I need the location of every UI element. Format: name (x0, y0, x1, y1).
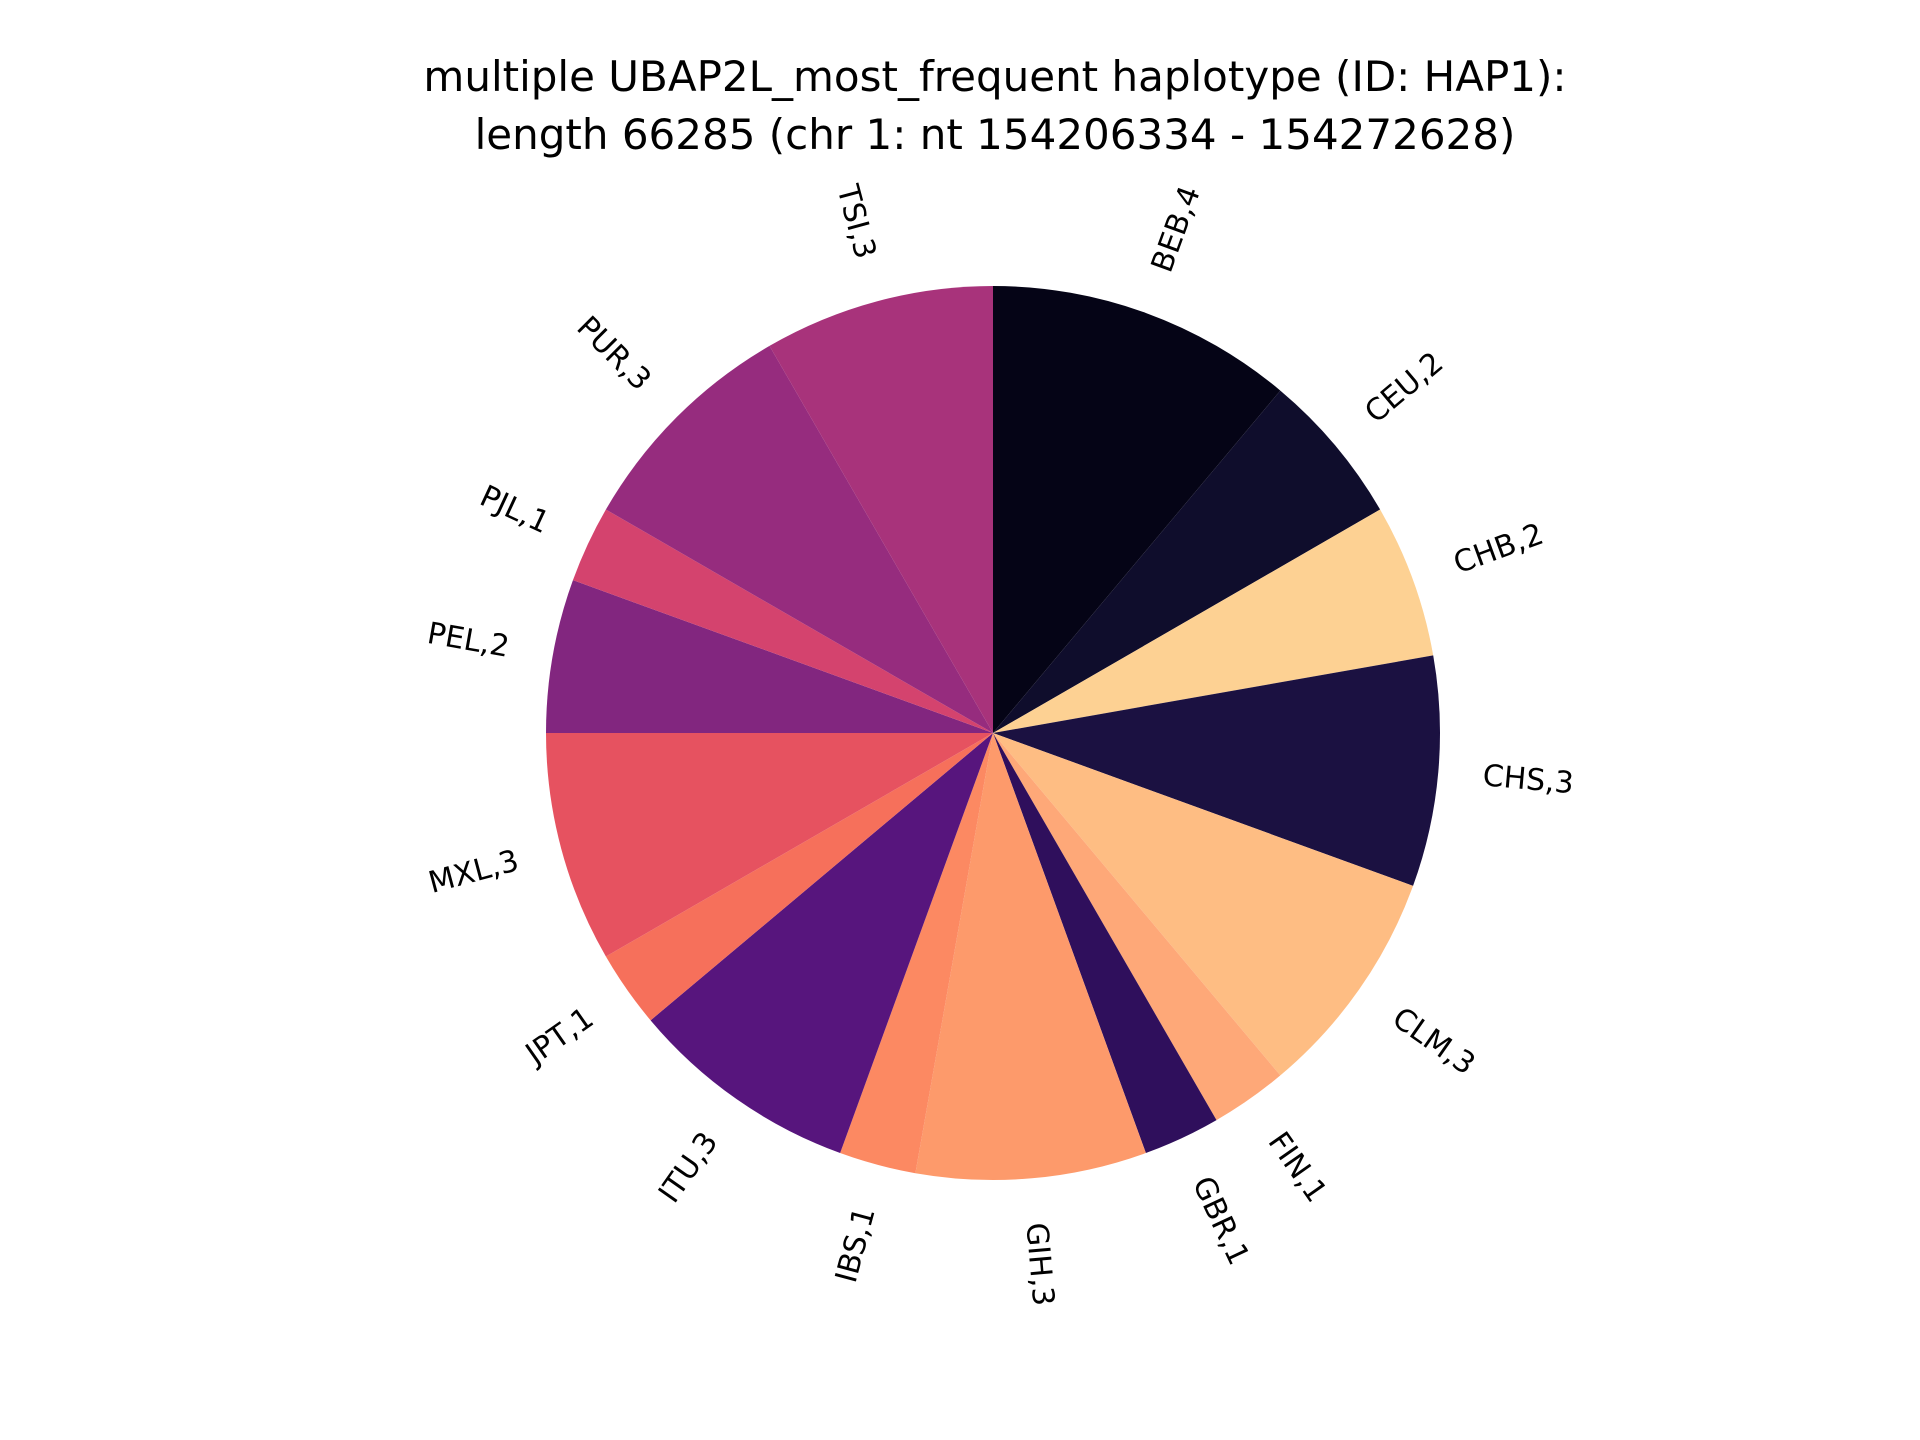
pie-label-ibs: IBS,1 (829, 1203, 883, 1286)
pie-label-gih: GIH,3 (1018, 1221, 1060, 1307)
pie-slice-ceu (993, 390, 1381, 733)
pie-slice-mxl (546, 733, 993, 957)
pie-slice-pur (605, 345, 993, 733)
pie-label-fin: FIN,1 (1261, 1126, 1334, 1209)
pie-label-pjl: PJL,1 (474, 479, 554, 541)
pie-slice-gbr (993, 733, 1217, 1154)
pie-slice-chb (993, 509, 1434, 733)
chart-title-line-2: length 66285 (chr 1: nt 154206334 - 1542… (474, 110, 1516, 159)
pie-label-mxl: MXL,3 (425, 843, 523, 901)
pie-slice-itu (650, 733, 993, 1154)
pie-slice-tsi (769, 286, 993, 733)
pie-label-pur: PUR,3 (570, 310, 658, 398)
pie-label-ceu: CEU,2 (1358, 345, 1450, 430)
pie-slice-clm (993, 733, 1414, 1076)
pie-slice-chs (993, 655, 1440, 886)
chart-title: multiple UBAP2L_most_frequent haplotype … (0, 48, 1920, 164)
pie-slice-fin (993, 733, 1281, 1121)
pie-label-clm: CLM,3 (1386, 1001, 1482, 1083)
pie-label-beb: BEB,4 (1145, 182, 1208, 277)
pie-label-chs: CHS,3 (1481, 758, 1575, 801)
pie-label-pel: PEL,2 (425, 616, 512, 665)
pie-slices (546, 286, 1440, 1180)
pie-slice-pjl (572, 509, 993, 733)
pie-label-itu: ITU,3 (652, 1126, 725, 1210)
pie-label-gbr: GBR,1 (1185, 1171, 1256, 1270)
pie-label-jpt: JPT,1 (518, 1001, 600, 1073)
pie-slice-ibs (840, 733, 993, 1174)
pie-label-chb: CHB,2 (1449, 517, 1548, 582)
pie-slice-jpt (605, 733, 993, 1021)
pie-slice-pel (546, 580, 993, 733)
pie-label-tsi: TSI,3 (829, 180, 882, 262)
pie-slice-beb (993, 286, 1281, 733)
pie-slice-gih (915, 733, 1146, 1180)
chart-title-line-1: multiple UBAP2L_most_frequent haplotype … (423, 52, 1567, 101)
